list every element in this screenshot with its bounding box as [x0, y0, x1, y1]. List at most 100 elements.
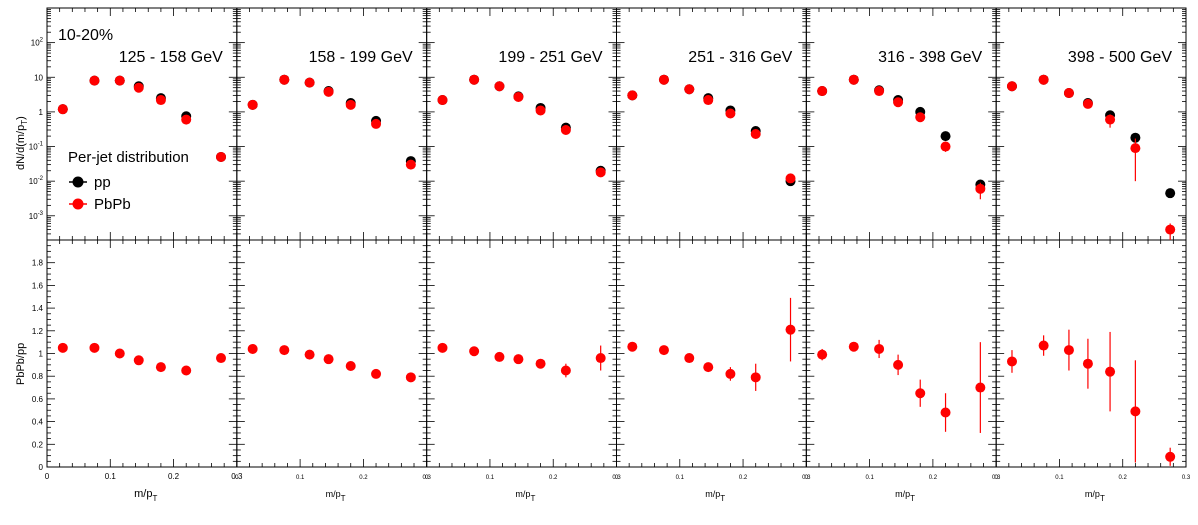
pbpb-point [469, 74, 480, 85]
ratio-point [785, 324, 796, 335]
ratio-point [181, 365, 192, 376]
x-tick-label: 0.1 [1055, 475, 1064, 481]
x-tick-label: 0.1 [865, 475, 874, 481]
ratio-point [560, 365, 571, 376]
ratio-point [1165, 451, 1176, 462]
ratio-point [513, 354, 524, 365]
panel-energy-label: 251 - 316 GeV [688, 49, 792, 66]
pbpb-point [874, 86, 885, 97]
top-panel-frame [805, 7, 997, 241]
bottom-panel-frame [805, 239, 997, 468]
bottom-y-tick-label: 0 [39, 463, 44, 472]
ratio-series [247, 343, 416, 383]
pbpb-point [371, 118, 382, 129]
pbpb-point [114, 75, 125, 86]
x-tick-label: 0 [805, 475, 809, 481]
bottom-panel-frame [616, 239, 807, 468]
ratio-point [1006, 356, 1017, 367]
pbpb-point [304, 77, 315, 88]
x-tick-label: 0.3 [802, 475, 811, 481]
panel-4: 0 0.1 0.2 0.3 251 - 316 GeV [615, 7, 811, 481]
x-tick-label: 0.3 [231, 472, 243, 481]
pbpb-point [323, 86, 334, 97]
x-axis-label: m/pT [1085, 489, 1105, 503]
bottom-y-axis-label: PbPb/pp [15, 343, 27, 385]
pbpb-point [437, 95, 448, 106]
top-series [247, 74, 416, 170]
pbpb-point [1105, 114, 1116, 125]
x-tick-label: 0.2 [929, 475, 938, 481]
x-axis-label: m/pT [134, 488, 157, 503]
ratio-point [323, 354, 334, 365]
x-tick-label: 0 [235, 475, 239, 481]
x-tick-label: 0.3 [612, 475, 621, 481]
pbpb-point [279, 74, 290, 85]
ratio-point [114, 348, 125, 359]
x-tick-label: 0 [425, 475, 429, 481]
pp-point [940, 131, 951, 142]
pbpb-point [1082, 98, 1093, 109]
ratio-point [1130, 406, 1141, 417]
bottom-y-tick-label: 0.4 [32, 418, 44, 427]
legend-pp-marker [72, 176, 84, 188]
pbpb-point [658, 74, 669, 85]
bottom-y-tick-label: 1.4 [32, 304, 44, 313]
panel-2: 0 0.1 0.2 0.3 158 - 199 GeV [235, 7, 431, 481]
ratio-point [216, 353, 227, 364]
bottom-y-tick-label: 0.2 [32, 440, 44, 449]
ratio-series [57, 342, 227, 376]
legend-pbpb-marker [72, 198, 84, 210]
top-series [437, 74, 606, 178]
pbpb-point [725, 108, 736, 119]
bottom-y-tick-label: 1 [39, 350, 44, 359]
pp-point [1130, 132, 1141, 143]
pbpb-point [133, 82, 144, 93]
panel-5: 0 0.1 0.2 0.3 316 - 398 GeV [805, 7, 1001, 481]
ratio-series [627, 297, 796, 391]
pbpb-point [513, 91, 524, 102]
ratio-point [405, 372, 416, 383]
x-tick-label: 0.2 [168, 472, 180, 481]
panel-energy-label: 199 - 251 GeV [498, 49, 602, 66]
ratio-point [345, 360, 356, 371]
panel-energy-label: 158 - 199 GeV [309, 49, 413, 66]
ratio-point [1105, 366, 1116, 377]
pbpb-point [703, 95, 714, 106]
ratio-point [535, 358, 546, 369]
panel-1: 10-3 10-2 10-1 1 10 102 0 0.2 0.4 0.6 0.8 1 1.2 1.4 1.… [29, 7, 243, 481]
ratio-point [437, 342, 448, 353]
ratio-point [155, 362, 166, 373]
x-axis-titles: m/pT m/pT m/pT m/pT m/pT m/pT [134, 488, 1105, 503]
x-tick-label: 0.1 [676, 475, 685, 481]
top-panel-frame [426, 7, 617, 241]
top-y-tick-label: 10 [34, 73, 43, 82]
pbpb-point [345, 99, 356, 110]
x-axis-label: m/pT [895, 489, 915, 503]
pbpb-point [940, 141, 951, 152]
pbpb-point [57, 104, 68, 115]
pbpb-point [494, 81, 505, 92]
bottom-panel-frame [236, 239, 428, 468]
bottom-panel-frame [426, 239, 617, 468]
x-tick-label: 0.3 [1182, 475, 1191, 481]
pbpb-point [247, 99, 258, 110]
bottom-y-tick-label: 0.6 [32, 395, 44, 404]
ratio-point [725, 368, 736, 379]
ratio-point [750, 372, 761, 383]
ratio-point [915, 388, 926, 399]
panel-energy-label: 398 - 500 GeV [1068, 49, 1172, 66]
panel-3: 0 0.1 0.2 0.3 199 - 251 GeV [425, 7, 621, 481]
top-series [817, 74, 986, 200]
pbpb-point [785, 173, 796, 184]
top-y-tick-label: 10-2 [29, 176, 44, 186]
x-tick-label: 0.2 [549, 475, 558, 481]
x-tick-label: 0.1 [296, 475, 305, 481]
ratio-point [1063, 345, 1074, 356]
bottom-y-tick-label: 1.8 [32, 259, 44, 268]
ratio-series [437, 342, 606, 378]
ratio-point [940, 407, 951, 418]
ratio-series [1006, 329, 1176, 466]
pbpb-point [560, 125, 571, 136]
top-panel-frame [236, 7, 428, 241]
